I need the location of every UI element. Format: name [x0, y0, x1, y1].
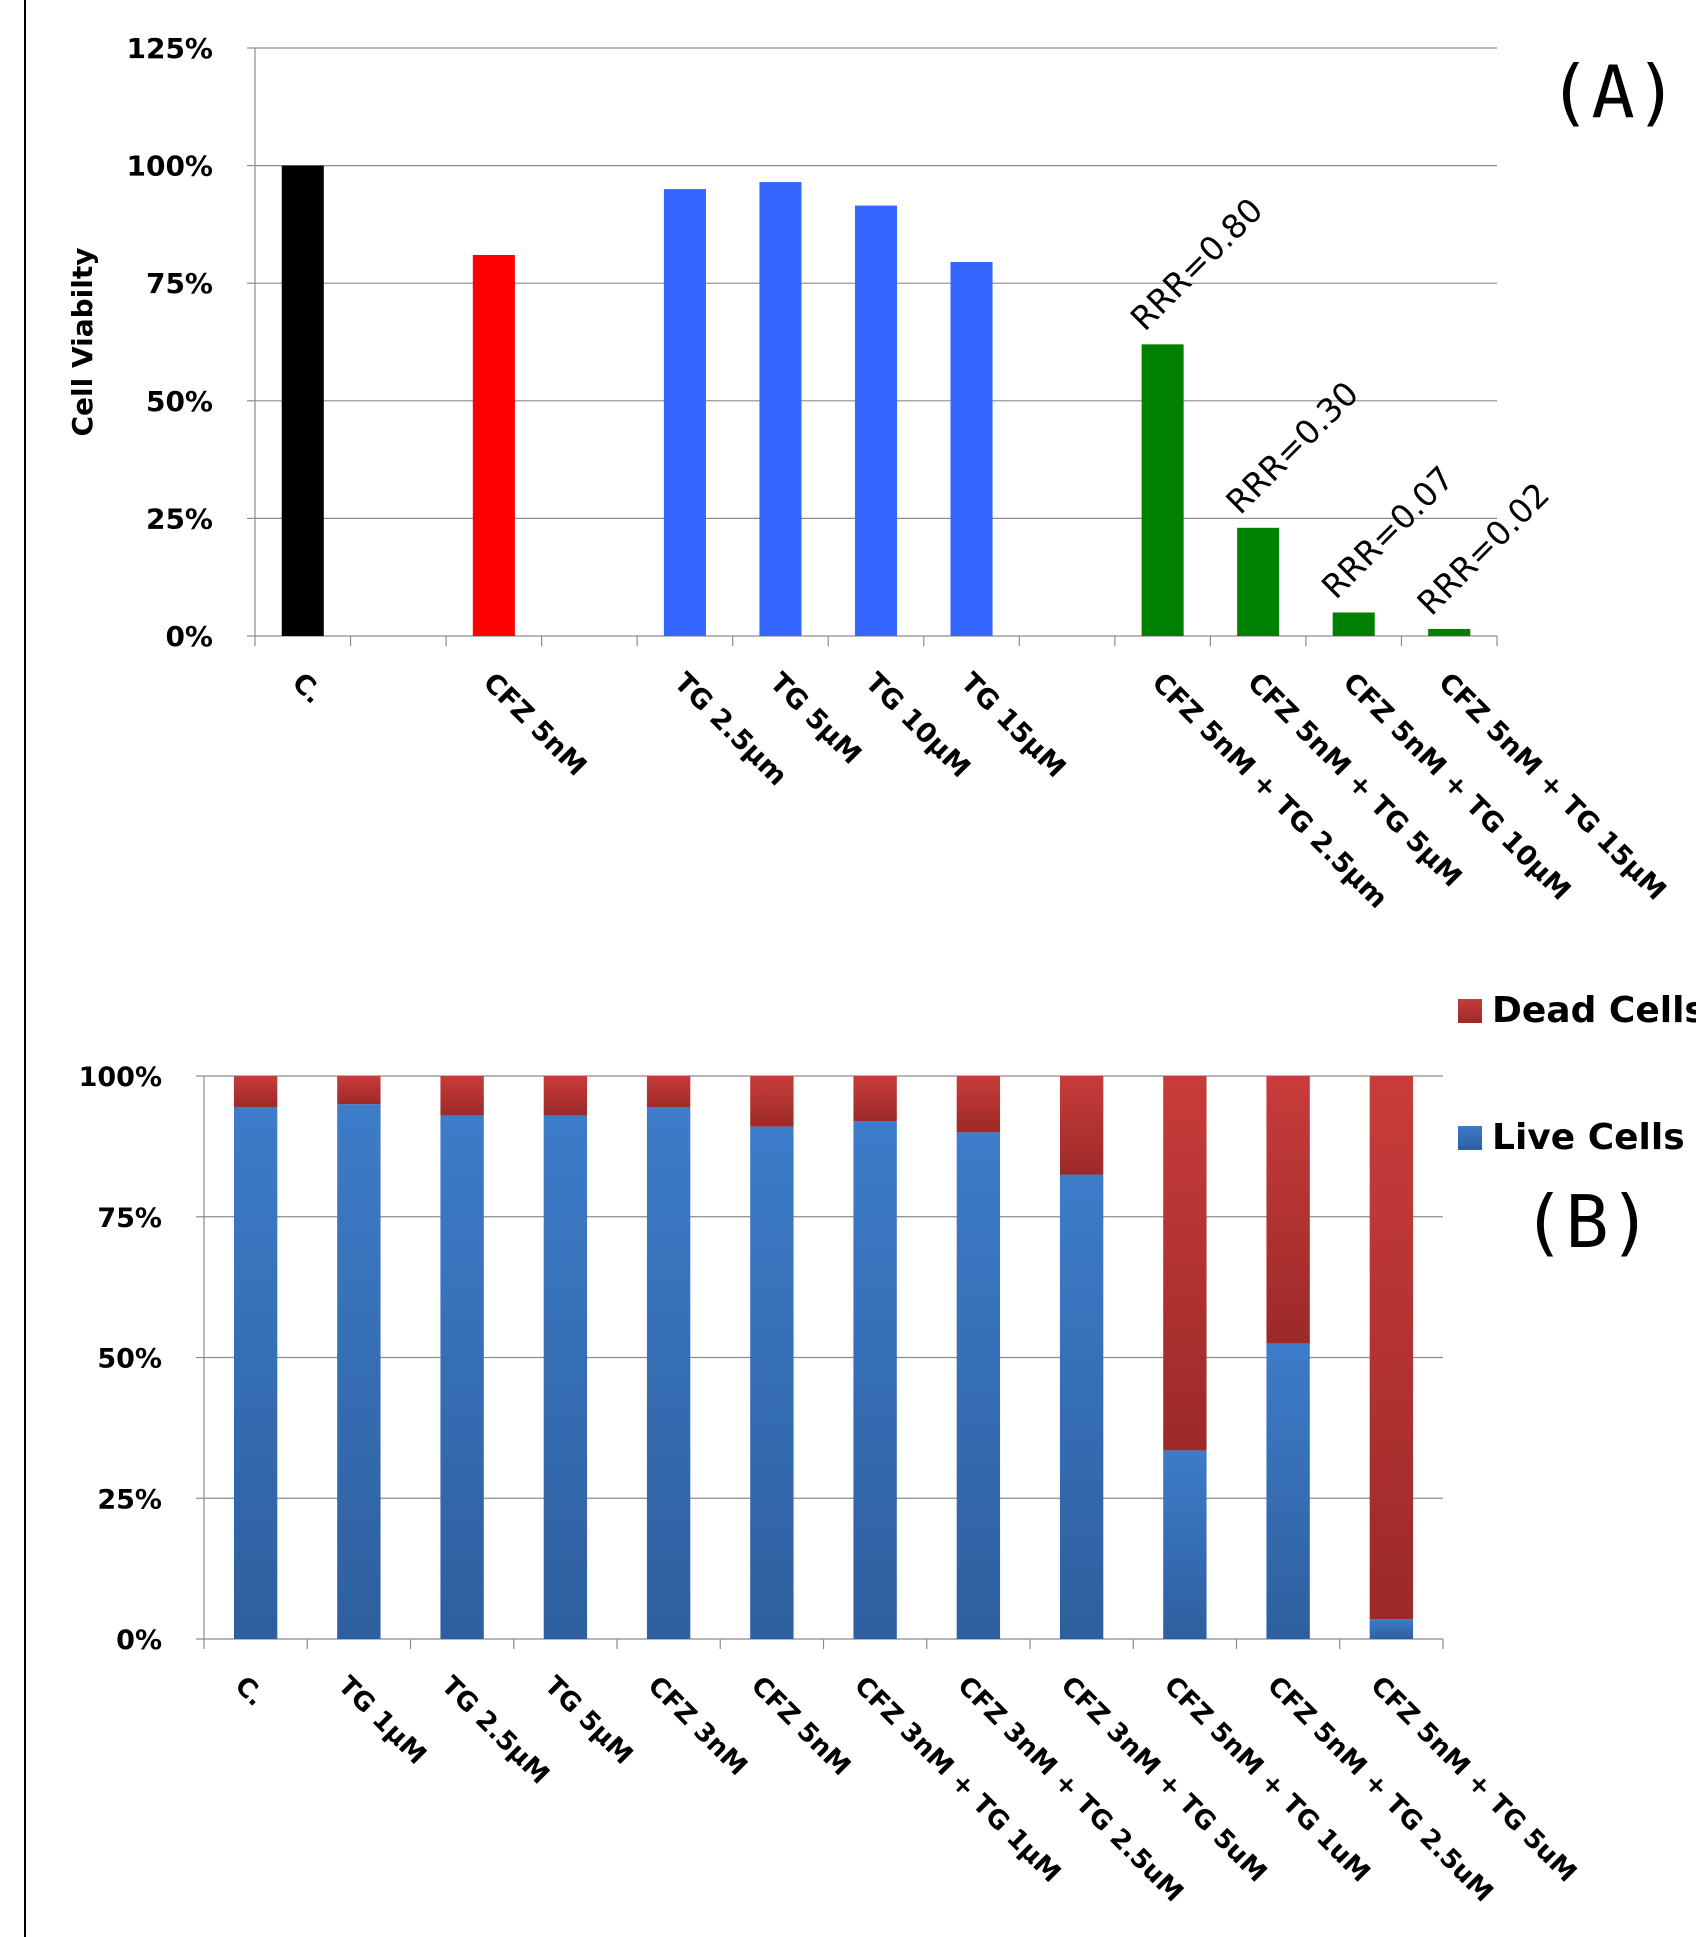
- bar-dead-cells: [1369, 1076, 1414, 1620]
- bar-dead-cells: [1059, 1076, 1104, 1175]
- bar-a: [663, 189, 706, 636]
- rrr-annotation: RRR=0.80: [1123, 190, 1271, 338]
- bar-dead-cells: [233, 1076, 278, 1107]
- bar-live-cells: [646, 1106, 691, 1639]
- x-tick-label-b: CFZ 5nM: [745, 1671, 856, 1782]
- bar-dead-cells: [853, 1076, 897, 1122]
- bar-live-cells: [1163, 1450, 1207, 1639]
- x-tick-label-b: CFZ 3nM + TG 5uM: [1055, 1671, 1273, 1889]
- y-tick-label-b: 75%: [97, 1203, 162, 1234]
- x-tick-label-b: TG 5µM: [538, 1671, 638, 1771]
- panel-label-b: (B): [1522, 1180, 1653, 1264]
- chart-a: 0% 25% 50% 75% 100% 125% Cell Viabilty C. CFZ 5n…: [66, 32, 1672, 915]
- panel-label-a: (A): [1548, 50, 1679, 134]
- bar-dead-cells: [956, 1076, 1001, 1133]
- y-tick-label-a: 0%: [165, 620, 213, 653]
- legend-label-live: Live Cells: [1492, 1117, 1685, 1158]
- bar-live-cells: [337, 1104, 381, 1639]
- bar-a: [1428, 628, 1471, 636]
- bar-dead-cells: [1266, 1076, 1310, 1344]
- bar-live-cells: [853, 1121, 897, 1639]
- legend-item-live-cells: Live Cells: [1458, 1117, 1685, 1158]
- bar-live-cells: [1369, 1619, 1414, 1639]
- x-tick-label-b: C.: [229, 1671, 271, 1713]
- x-tick-label-b: TG 1µM: [332, 1671, 432, 1771]
- bar-dead-cells: [1163, 1076, 1207, 1451]
- x-tick-label-b: CFZ 5nM + TG 1uM: [1158, 1671, 1376, 1889]
- y-tick-label-a: 100%: [126, 150, 213, 183]
- bar-dead-cells: [337, 1076, 381, 1105]
- x-tick-label-b: CFZ 3nM + TG 1µM: [848, 1671, 1066, 1889]
- legend-label-dead: Dead Cells: [1492, 990, 1696, 1031]
- y-tick-label-a: 25%: [146, 502, 213, 535]
- x-tick-label-b: TG 2.5µM: [435, 1671, 555, 1791]
- x-tick-label-a: C.: [286, 667, 329, 710]
- bar-live-cells: [543, 1115, 588, 1639]
- bar-live-cells: [233, 1106, 278, 1639]
- x-tick-label-b: CFZ 3nM: [642, 1671, 753, 1782]
- x-tick-label-b: CFZ 5nM + TG 5uM: [1364, 1671, 1582, 1889]
- rrr-annotation: RRR=0.30: [1218, 374, 1366, 522]
- bar-a: [759, 182, 802, 636]
- y-tick-label-b: 50%: [97, 1344, 162, 1375]
- y-tick-label-a: 75%: [146, 267, 213, 300]
- bar-a: [1237, 527, 1280, 636]
- x-tick-label-a: TG 15µM: [955, 667, 1072, 784]
- x-tick-label-a: CFZ 5nM: [477, 667, 592, 782]
- bar-dead-cells: [750, 1076, 794, 1127]
- bar-a: [281, 165, 324, 636]
- bar-live-cells: [1266, 1343, 1310, 1639]
- legend-swatch-live: [1458, 1125, 1482, 1150]
- bar-dead-cells: [543, 1076, 588, 1116]
- bar-a: [854, 205, 898, 637]
- bar-dead-cells: [440, 1076, 484, 1116]
- y-tick-label-a: 125%: [126, 32, 213, 65]
- legend-item-dead-cells: Dead Cells: [1458, 990, 1696, 1031]
- y-tick-label-b: 0%: [116, 1625, 162, 1656]
- bar-live-cells: [440, 1115, 484, 1639]
- bar-a: [1332, 612, 1375, 636]
- bar-a: [950, 262, 993, 636]
- bar-a: [1141, 344, 1184, 636]
- bar-live-cells: [1059, 1174, 1104, 1639]
- bar-live-cells: [750, 1126, 794, 1639]
- y-tick-label-b: 25%: [97, 1484, 162, 1515]
- bar-dead-cells: [646, 1076, 691, 1107]
- y-axis-title-a: Cell Viabilty: [66, 247, 99, 436]
- bar-a: [472, 254, 515, 636]
- y-tick-label-a: 50%: [146, 385, 213, 418]
- y-tick-label-b: 100%: [79, 1062, 162, 1093]
- bar-live-cells: [956, 1132, 1001, 1639]
- legend-swatch-dead: [1458, 998, 1482, 1023]
